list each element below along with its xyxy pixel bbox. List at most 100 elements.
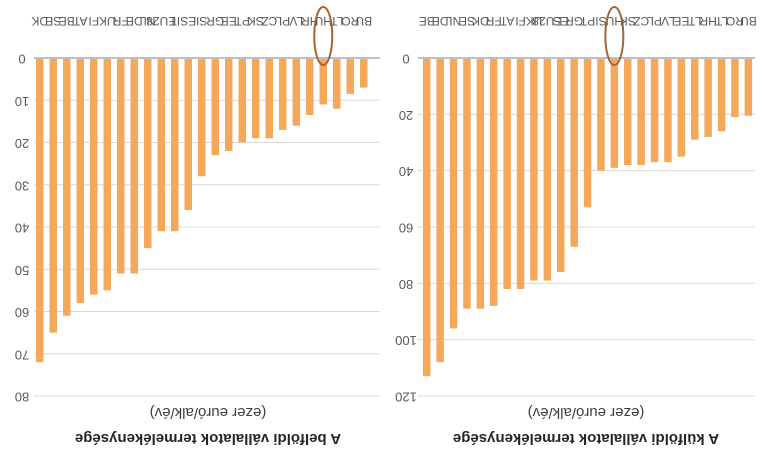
- category-label: FR: [112, 14, 128, 28]
- y-tick-label: 80: [399, 277, 413, 292]
- bar: [516, 59, 525, 289]
- bar: [184, 59, 192, 211]
- bar: [171, 59, 179, 232]
- y-tick-label: 0: [402, 52, 409, 67]
- category-label: DK: [31, 14, 48, 28]
- category-label: HR: [699, 14, 717, 28]
- chart-title: A külföldi vállalatok termelékenysége: [453, 430, 719, 447]
- category-label: PL: [647, 14, 662, 28]
- category-label: SE: [45, 14, 61, 28]
- category-label: LV: [289, 14, 303, 28]
- category-label: SK: [620, 14, 636, 28]
- category-label: CZ: [633, 14, 649, 28]
- category-label: LV: [661, 14, 675, 28]
- category-label: EU28: [532, 14, 562, 28]
- bar: [717, 59, 726, 132]
- bar: [449, 59, 458, 329]
- bar: [157, 59, 165, 232]
- bar: [530, 59, 538, 281]
- bar: [306, 59, 314, 116]
- y-tick-label: 20: [15, 136, 29, 151]
- bar: [333, 59, 341, 109]
- category-label: EE: [673, 14, 689, 28]
- y-tick-label: 60: [399, 221, 413, 236]
- category-label: RO: [726, 14, 744, 28]
- bar: [103, 59, 111, 291]
- y-tick-label: 120: [395, 390, 417, 405]
- category-label: HU: [315, 14, 332, 28]
- bar: [650, 59, 659, 163]
- category-label: CZ: [261, 14, 277, 28]
- category-label: BE: [59, 14, 75, 28]
- category-label: FI: [88, 14, 99, 28]
- bar: [423, 59, 431, 377]
- y-tick-label: 40: [15, 221, 29, 236]
- bar: [731, 59, 739, 118]
- bar: [63, 59, 71, 316]
- category-label: EE: [221, 14, 237, 28]
- category-label: ES: [553, 14, 569, 28]
- highlight-ellipse: [604, 6, 625, 66]
- bar: [238, 59, 246, 143]
- bar: [117, 59, 125, 274]
- y-tick-label: 70: [15, 347, 29, 362]
- bar: [279, 59, 287, 130]
- bar: [346, 59, 354, 94]
- y-tick-label: 20: [399, 108, 413, 123]
- category-label: DE: [126, 14, 143, 28]
- category-label: NL: [140, 14, 156, 28]
- category-label: PL: [275, 14, 290, 28]
- bar: [583, 59, 592, 208]
- category-label: AT: [499, 14, 514, 28]
- bar: [198, 59, 206, 177]
- category-label: BU: [740, 14, 757, 28]
- category-label: UK: [526, 14, 543, 28]
- bar: [130, 59, 138, 274]
- category-label: SI: [196, 14, 207, 28]
- category-label: SI: [595, 14, 606, 28]
- bar: [211, 59, 219, 156]
- bar: [490, 59, 498, 306]
- bar: [144, 59, 152, 249]
- bar: [503, 59, 511, 289]
- category-label: RO: [341, 14, 359, 28]
- bar: [557, 59, 565, 273]
- y-tick-label: 80: [15, 390, 29, 405]
- bar: [463, 59, 471, 309]
- category-label: FR: [485, 14, 501, 28]
- category-label: LT: [714, 14, 728, 28]
- bar: [49, 59, 57, 333]
- category-label: HU: [606, 14, 623, 28]
- category-label: LT: [330, 14, 344, 28]
- highlight-ellipse: [313, 6, 334, 66]
- category-label: SK: [248, 14, 264, 28]
- category-label: BE: [419, 14, 435, 28]
- bar: [610, 59, 619, 168]
- bar: [436, 59, 444, 363]
- bar: [265, 59, 273, 139]
- bar: [570, 59, 578, 247]
- category-label: UK: [99, 14, 116, 28]
- category-label: BU: [355, 14, 372, 28]
- y-tick-label: 50: [15, 263, 29, 278]
- y-tick-label: 10: [15, 94, 29, 109]
- bar: [225, 59, 233, 151]
- category-label: NL: [446, 14, 462, 28]
- category-label: FI: [515, 14, 526, 28]
- y-tick-label: 30: [15, 178, 29, 193]
- bar: [36, 59, 44, 363]
- category-label: IT: [169, 14, 180, 28]
- bar: [319, 59, 327, 105]
- bar: [744, 59, 753, 116]
- bar: [252, 59, 260, 139]
- bar: [476, 59, 485, 309]
- category-label: LT: [688, 14, 702, 28]
- bar: [360, 59, 368, 88]
- category-label: GR: [565, 14, 583, 28]
- bar: [543, 59, 552, 281]
- y-tick-label: 40: [399, 164, 413, 179]
- bar: [691, 59, 699, 140]
